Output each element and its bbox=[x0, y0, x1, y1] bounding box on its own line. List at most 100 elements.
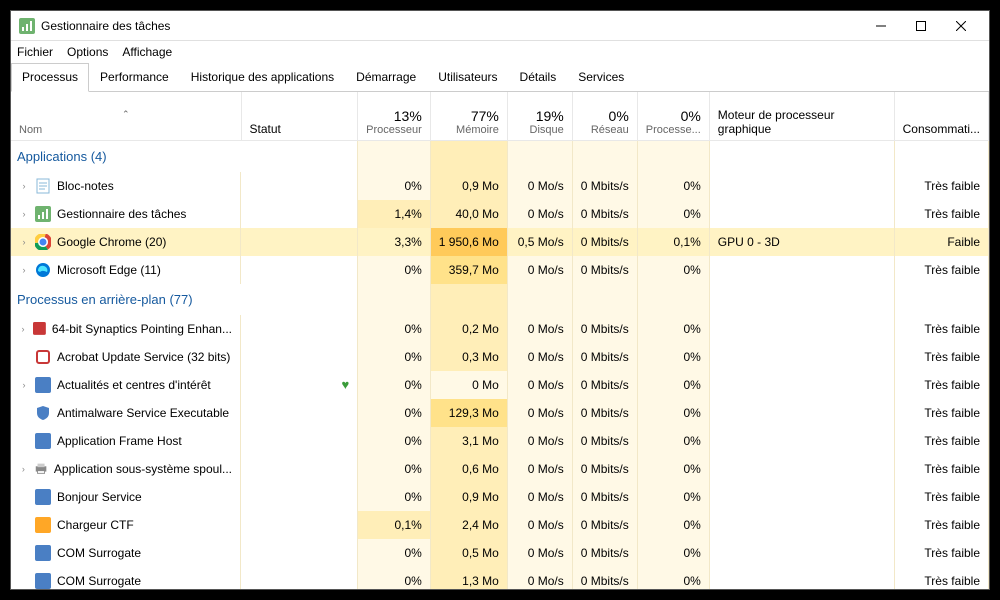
process-icon bbox=[35, 178, 51, 194]
disk-value: 0 Mo/s bbox=[507, 539, 572, 567]
process-icon bbox=[35, 349, 51, 365]
expand-icon[interactable]: › bbox=[19, 237, 29, 247]
gpu-value: 0,1% bbox=[637, 228, 709, 256]
column-header-cpu[interactable]: 13%Processeur bbox=[358, 92, 431, 140]
network-value: 0 Mbits/s bbox=[572, 399, 637, 427]
disk-value: 0 Mo/s bbox=[507, 343, 572, 371]
process-name: Bonjour Service bbox=[57, 490, 142, 504]
process-icon bbox=[35, 573, 51, 589]
tab-d-tails[interactable]: Détails bbox=[509, 63, 568, 91]
network-value: 0 Mbits/s bbox=[572, 539, 637, 567]
tab-utilisateurs[interactable]: Utilisateurs bbox=[427, 63, 508, 91]
tab-historique-des-applications[interactable]: Historique des applications bbox=[180, 63, 345, 91]
process-row[interactable]: ›Google Chrome (20)3,3%1 950,6 Mo0,5 Mo/… bbox=[11, 228, 989, 256]
expand-icon[interactable]: › bbox=[19, 380, 29, 390]
disk-value: 0 Mo/s bbox=[507, 200, 572, 228]
titlebar[interactable]: Gestionnaire des tâches bbox=[11, 11, 989, 41]
column-header-gpu-engine[interactable]: Moteur de processeur graphique bbox=[709, 92, 894, 140]
expand-icon[interactable]: › bbox=[19, 265, 29, 275]
expand-icon[interactable]: › bbox=[19, 181, 29, 191]
network-value: 0 Mbits/s bbox=[572, 256, 637, 284]
gpu-engine-value bbox=[709, 539, 894, 567]
process-name: Bloc-notes bbox=[57, 179, 114, 193]
expand-icon[interactable]: › bbox=[19, 324, 27, 334]
column-header-name[interactable]: ⌃Nom bbox=[11, 92, 241, 140]
memory-value: 0,9 Mo bbox=[430, 483, 507, 511]
cpu-value: 0% bbox=[358, 256, 431, 284]
cpu-value: 0% bbox=[358, 343, 431, 371]
process-name: COM Surrogate bbox=[57, 546, 141, 560]
network-value: 0 Mbits/s bbox=[572, 315, 637, 343]
process-name: Acrobat Update Service (32 bits) bbox=[57, 350, 230, 364]
menu-options[interactable]: Options bbox=[67, 45, 108, 59]
power-value: Très faible bbox=[894, 399, 988, 427]
expand-icon[interactable]: › bbox=[19, 209, 29, 219]
column-header-disk[interactable]: 19%Disque bbox=[507, 92, 572, 140]
gpu-engine-value bbox=[709, 399, 894, 427]
gpu-engine-value bbox=[709, 343, 894, 371]
process-name: Gestionnaire des tâches bbox=[57, 207, 186, 221]
tab-processus[interactable]: Processus bbox=[11, 63, 89, 92]
gpu-engine-value bbox=[709, 172, 894, 200]
gpu-value: 0% bbox=[637, 511, 709, 539]
network-value: 0 Mbits/s bbox=[572, 228, 637, 256]
process-name: 64-bit Synaptics Pointing Enhan... bbox=[52, 322, 232, 336]
process-row[interactable]: Chargeur CTF0,1%2,4 Mo0 Mo/s0 Mbits/s0%T… bbox=[11, 511, 989, 539]
gpu-value: 0% bbox=[637, 399, 709, 427]
gpu-value: 0% bbox=[637, 567, 709, 590]
process-icon bbox=[35, 206, 51, 222]
process-row[interactable]: ›Microsoft Edge (11)0%359,7 Mo0 Mo/s0 Mb… bbox=[11, 256, 989, 284]
process-row[interactable]: ›Bloc-notes0%0,9 Mo0 Mo/s0 Mbits/s0%Très… bbox=[11, 172, 989, 200]
gpu-value: 0% bbox=[637, 172, 709, 200]
process-row[interactable]: Acrobat Update Service (32 bits) 0%0,3 Mo… bbox=[11, 343, 989, 371]
column-header-network[interactable]: 0%Réseau bbox=[572, 92, 637, 140]
close-button[interactable] bbox=[941, 12, 981, 40]
power-value: Très faible bbox=[894, 371, 988, 399]
process-list[interactable]: ⌃Nom Statut 13%Processeur 77%Mémoire 19%… bbox=[11, 92, 989, 589]
memory-value: 0 Mo bbox=[430, 371, 507, 399]
process-icon bbox=[35, 545, 51, 561]
window-title: Gestionnaire des tâches bbox=[41, 19, 170, 33]
column-header-power[interactable]: Consommati... bbox=[894, 92, 988, 140]
memory-value: 0,6 Mo bbox=[430, 455, 507, 483]
cpu-value: 0% bbox=[358, 172, 431, 200]
process-row[interactable]: COM Surrogate0%1,3 Mo0 Mo/s0 Mbits/s0%Tr… bbox=[11, 567, 989, 590]
process-icon bbox=[35, 489, 51, 505]
process-row[interactable]: ›Actualités et centres d'intérêt♥0%0 Mo0… bbox=[11, 371, 989, 399]
expand-icon[interactable]: › bbox=[19, 464, 28, 474]
cpu-value: 0% bbox=[358, 399, 431, 427]
power-value: Très faible bbox=[894, 200, 988, 228]
process-row[interactable]: COM Surrogate0%0,5 Mo0 Mo/s0 Mbits/s0%Tr… bbox=[11, 539, 989, 567]
app-icon bbox=[19, 18, 35, 34]
process-row[interactable]: Application Frame Host0%3,1 Mo0 Mo/s0 Mb… bbox=[11, 427, 989, 455]
process-group[interactable]: Applications (4) bbox=[11, 140, 989, 172]
power-value: Très faible bbox=[894, 539, 988, 567]
minimize-button[interactable] bbox=[861, 12, 901, 40]
disk-value: 0 Mo/s bbox=[507, 455, 572, 483]
process-row[interactable]: ›Gestionnaire des tâches1,4%40,0 Mo0 Mo/… bbox=[11, 200, 989, 228]
column-header-status[interactable]: Statut bbox=[241, 92, 358, 140]
process-row[interactable]: Bonjour Service0%0,9 Mo0 Mo/s0 Mbits/s0%… bbox=[11, 483, 989, 511]
memory-value: 359,7 Mo bbox=[430, 256, 507, 284]
column-header-memory[interactable]: 77%Mémoire bbox=[430, 92, 507, 140]
process-group[interactable]: Processus en arrière-plan (77) bbox=[11, 284, 989, 315]
process-icon bbox=[35, 405, 51, 421]
menu-file[interactable]: Fichier bbox=[17, 45, 53, 59]
tab-services[interactable]: Services bbox=[567, 63, 635, 91]
memory-value: 0,3 Mo bbox=[430, 343, 507, 371]
network-value: 0 Mbits/s bbox=[572, 343, 637, 371]
gpu-engine-value bbox=[709, 315, 894, 343]
gpu-value: 0% bbox=[637, 483, 709, 511]
power-value: Très faible bbox=[894, 427, 988, 455]
process-row[interactable]: Antimalware Service Executable0%129,3 Mo… bbox=[11, 399, 989, 427]
tab-performance[interactable]: Performance bbox=[89, 63, 180, 91]
process-row[interactable]: ›Application sous-système spoul...0%0,6 … bbox=[11, 455, 989, 483]
gpu-engine-value bbox=[709, 256, 894, 284]
maximize-button[interactable] bbox=[901, 12, 941, 40]
menu-view[interactable]: Affichage bbox=[122, 45, 172, 59]
column-header-gpu[interactable]: 0%Processe... bbox=[637, 92, 709, 140]
tab-d-marrage[interactable]: Démarrage bbox=[345, 63, 427, 91]
process-icon bbox=[34, 461, 48, 477]
process-row[interactable]: ›64-bit Synaptics Pointing Enhan...0%0,2… bbox=[11, 315, 989, 343]
network-value: 0 Mbits/s bbox=[572, 200, 637, 228]
